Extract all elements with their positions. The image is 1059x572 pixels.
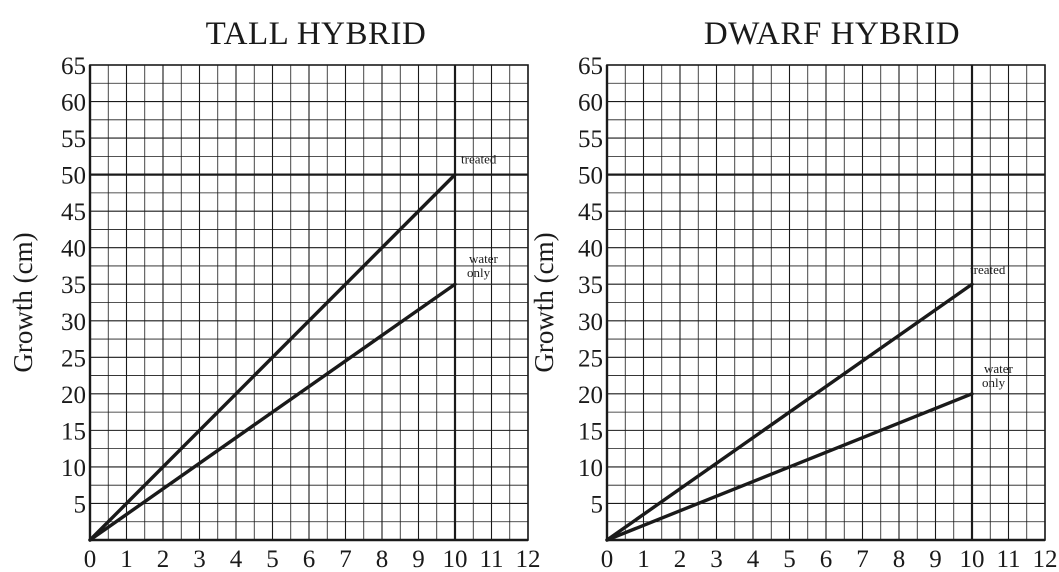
x-tick-label: 1 [120,546,133,572]
series-line-water-only [605,392,974,542]
y-tick-label: 35 [578,272,603,299]
x-tick-label: 2 [157,546,170,572]
x-tick-label: 2 [674,546,687,572]
x-tick-label: 7 [339,546,352,572]
x-tick-label: 10 [960,546,985,572]
y-tick-label: 65 [61,53,86,80]
x-tick-label: 10 [443,546,468,572]
y-tick-label: 25 [61,345,86,372]
series-line-treated [88,172,457,542]
x-tick-label: 6 [820,546,833,572]
x-tick-label: 4 [747,546,760,572]
x-tick-label: 5 [783,546,796,572]
y-tick-label: 45 [61,199,86,226]
x-tick-label: 9 [929,546,942,572]
series-line-water-only [88,282,457,542]
y-tick-label: 15 [578,418,603,445]
y-tick-label: 30 [61,309,86,336]
chart-title: DWARF HYBRID [704,16,960,52]
series-label-line: only [982,375,1006,390]
y-tick-label: 10 [578,455,603,482]
y-tick-label: 25 [578,345,603,372]
x-tick-label: 0 [84,546,97,572]
x-tick-label: 1 [637,546,650,572]
y-tick-label: 5 [74,491,87,518]
series-label-line: only [467,265,491,280]
y-tick-label: 30 [578,309,603,336]
x-tick-label: 5 [266,546,279,572]
y-tick-label: 35 [61,272,86,299]
x-tick-label: 6 [303,546,316,572]
x-tick-label: 4 [230,546,243,572]
x-tick-label: 11 [479,546,503,572]
y-tick-label: 20 [61,382,86,409]
y-tick-label: 60 [578,90,603,117]
series-label-line: water [984,361,1014,376]
series-label-treated: treated [970,262,1006,277]
x-tick-label: 9 [412,546,425,572]
series-line-treated [605,282,974,542]
series-label-line: water [469,251,499,266]
x-tick-label: 12 [516,546,541,572]
series-label-water-only: water only [467,251,499,280]
y-tick-label: 10 [61,455,86,482]
y-axis-label: Growth (cm) [8,232,38,372]
x-tick-label: 7 [856,546,869,572]
x-tick-label: 3 [193,546,206,572]
y-tick-label: 55 [578,126,603,153]
y-tick-label: 50 [61,163,86,190]
chart-title: TALL HYBRID [206,16,427,52]
y-tick-label: 50 [578,163,603,190]
y-tick-label: 40 [61,236,86,263]
x-tick-label: 12 [1033,546,1058,572]
series-label-water-only: water only [982,361,1014,390]
y-tick-label: 45 [578,199,603,226]
y-tick-label: 65 [578,53,603,80]
y-tick-label: 40 [578,236,603,263]
series-label-treated: treated [461,152,497,167]
y-tick-label: 60 [61,90,86,117]
y-tick-label: 5 [591,491,604,518]
x-tick-label: 8 [376,546,389,572]
y-tick-label: 15 [61,418,86,445]
y-axis-label: Growth (cm) [529,232,559,372]
x-tick-label: 8 [893,546,906,572]
x-tick-label: 0 [601,546,614,572]
x-tick-label: 11 [996,546,1020,572]
y-tick-label: 55 [61,126,86,153]
y-tick-label: 20 [578,382,603,409]
x-tick-label: 3 [710,546,723,572]
